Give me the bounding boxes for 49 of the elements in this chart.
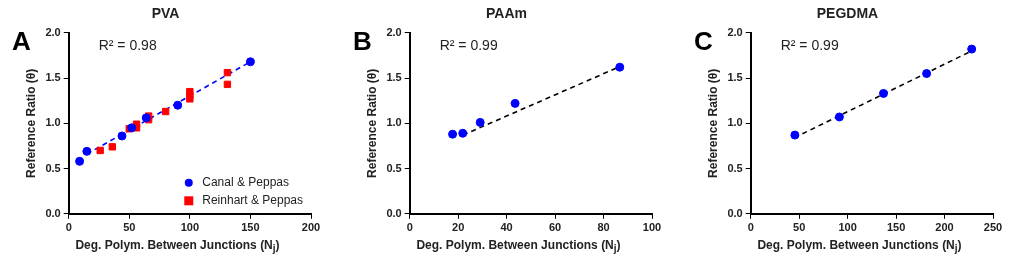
y-axis-title: Reference Ratio (θ) <box>23 68 38 178</box>
legend-label: Reinhart & Peppas <box>202 193 304 208</box>
annotation: R² = 0.99 <box>780 36 839 53</box>
y-tick-label: 2.0 <box>386 25 402 38</box>
x-tick-label: 100 <box>642 221 662 234</box>
y-tick-label: 1.0 <box>45 116 61 129</box>
x-tick-label: 0 <box>747 221 754 234</box>
text: A <box>12 26 31 57</box>
y-tick-label: 1.5 <box>727 71 743 84</box>
y-tick-label: 0.5 <box>45 161 61 174</box>
x-tick-label: 20 <box>452 221 465 234</box>
y-tick-label: 1.5 <box>386 71 402 84</box>
x-tick-label: 200 <box>301 221 321 234</box>
y-tick-label: 0.0 <box>45 206 61 219</box>
y-tick-label: 0.5 <box>727 161 743 174</box>
x-tick-label: 0 <box>65 221 72 234</box>
text: B <box>353 26 372 57</box>
y-tick-label: 0.5 <box>386 161 402 174</box>
x-tick-label: 100 <box>838 221 857 234</box>
y-tick-label: 2.0 <box>45 25 61 38</box>
x-tick-label: 50 <box>793 221 806 234</box>
y-axis-title: Reference Ratio (θ) <box>705 68 720 178</box>
y-tick-label: 0.0 <box>386 206 402 219</box>
y-tick-label: 1.5 <box>45 71 61 84</box>
x-tick-label: 80 <box>597 221 610 234</box>
chart-title: PVA <box>151 5 180 22</box>
x-tick-label: 200 <box>935 221 954 234</box>
y-axis-title: Reference Ratio (θ) <box>364 68 379 178</box>
annotation: R² = 0.98 <box>98 36 157 53</box>
x-tick-label: 150 <box>241 221 260 234</box>
x-tick-label: 50 <box>123 221 136 234</box>
y-tick-label: 0.0 <box>727 206 743 219</box>
annotation: R² = 0.99 <box>439 36 498 53</box>
y-tick-label: 2.0 <box>727 25 743 38</box>
x-tick-label: 0 <box>406 221 413 234</box>
chart-title: PEGDMA <box>816 5 879 22</box>
y-tick-label: 1.0 <box>386 116 402 129</box>
x-tick-label: 250 <box>983 221 1003 234</box>
chart-title: PAAm <box>486 5 527 22</box>
x-tick-label: 150 <box>886 221 906 234</box>
x-axis-title: Deg. Polym. Between Junctions (N$_{j}$) <box>756 238 963 255</box>
x-axis-title: Deg. Polym. Between Junctions (N$_{j}$) <box>74 238 281 255</box>
text: C <box>694 26 713 57</box>
legend-label: Canal & Peppas <box>202 175 290 190</box>
x-axis-title: Deg. Polym. Between Junctions (N$_{j}$) <box>415 238 622 255</box>
y-tick-label: 1.0 <box>727 116 743 129</box>
x-tick-label: 100 <box>180 221 200 234</box>
x-tick-label: 60 <box>548 221 562 234</box>
x-tick-label: 40 <box>500 221 513 234</box>
